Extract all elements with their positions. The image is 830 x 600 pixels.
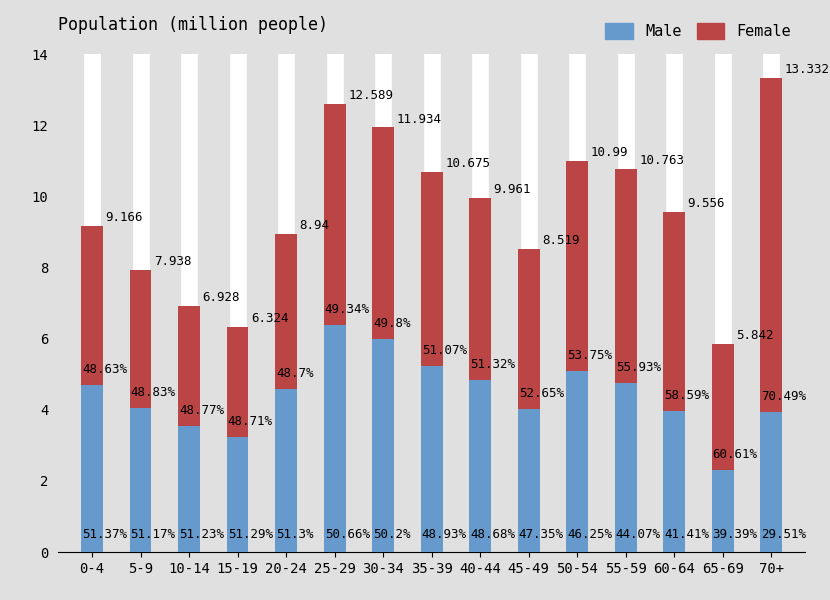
Text: 51.07%: 51.07% — [422, 344, 466, 358]
Text: 53.75%: 53.75% — [567, 349, 613, 362]
Bar — [566, 371, 588, 552]
Text: 51.3%: 51.3% — [276, 529, 314, 541]
Bar — [372, 127, 394, 339]
Bar — [276, 234, 297, 389]
Text: 11.934: 11.934 — [397, 113, 442, 126]
Bar — [712, 344, 734, 470]
Text: 48.71%: 48.71% — [227, 415, 272, 428]
Bar — [129, 407, 152, 552]
Text: 51.23%: 51.23% — [179, 529, 224, 541]
Bar — [518, 249, 540, 409]
Text: 6.928: 6.928 — [203, 291, 240, 304]
Text: 49.34%: 49.34% — [325, 303, 369, 316]
Text: 48.63%: 48.63% — [82, 362, 127, 376]
Text: 9.166: 9.166 — [105, 211, 143, 224]
Text: 9.961: 9.961 — [494, 183, 531, 196]
Bar — [566, 161, 588, 371]
Text: 51.37%: 51.37% — [82, 529, 127, 541]
Text: 58.59%: 58.59% — [664, 389, 709, 403]
Bar — [518, 409, 540, 552]
Bar — [663, 212, 685, 411]
Text: 70.49%: 70.49% — [761, 390, 806, 403]
Bar — [372, 339, 394, 552]
Text: 50.66%: 50.66% — [325, 529, 369, 541]
Bar — [469, 197, 491, 380]
Bar — [324, 104, 345, 325]
Bar — [276, 389, 297, 552]
Bar — [227, 437, 248, 552]
Text: 51.17%: 51.17% — [130, 529, 176, 541]
Bar — [663, 411, 685, 552]
Bar — [760, 78, 782, 412]
Text: Population (million people): Population (million people) — [58, 16, 328, 34]
Text: 46.25%: 46.25% — [567, 529, 613, 541]
Bar — [469, 380, 491, 552]
Bar — [129, 269, 152, 407]
Text: 29.51%: 29.51% — [761, 529, 806, 541]
Text: 39.39%: 39.39% — [713, 529, 758, 541]
Text: 52.65%: 52.65% — [519, 386, 564, 400]
Bar — [81, 226, 103, 385]
Text: 8.519: 8.519 — [542, 234, 579, 247]
Text: 51.29%: 51.29% — [227, 529, 272, 541]
Bar — [615, 169, 637, 383]
Text: 48.7%: 48.7% — [276, 367, 314, 380]
Text: 47.35%: 47.35% — [519, 529, 564, 541]
Text: 13.332: 13.332 — [784, 63, 830, 76]
Text: 48.68%: 48.68% — [470, 529, 515, 541]
Text: 48.83%: 48.83% — [130, 386, 176, 398]
Text: 48.77%: 48.77% — [179, 404, 224, 417]
Text: 5.842: 5.842 — [736, 329, 774, 343]
Text: 48.93%: 48.93% — [422, 529, 466, 541]
Bar — [760, 412, 782, 552]
Bar — [421, 366, 442, 552]
Text: 8.94: 8.94 — [300, 219, 330, 232]
Text: 10.675: 10.675 — [445, 157, 491, 170]
Bar — [324, 325, 345, 552]
Text: 60.61%: 60.61% — [713, 448, 758, 461]
Bar — [81, 385, 103, 552]
Bar — [178, 305, 200, 426]
Text: 51.32%: 51.32% — [470, 358, 515, 371]
Text: 49.8%: 49.8% — [374, 317, 411, 330]
Bar — [712, 470, 734, 552]
Bar — [615, 383, 637, 552]
Text: 12.589: 12.589 — [348, 89, 393, 103]
Bar — [227, 327, 248, 437]
Text: 10.99: 10.99 — [591, 146, 628, 159]
Text: 6.324: 6.324 — [251, 312, 289, 325]
Text: 10.763: 10.763 — [639, 154, 684, 167]
Text: 41.41%: 41.41% — [664, 529, 709, 541]
Text: 50.2%: 50.2% — [374, 529, 411, 541]
Text: 9.556: 9.556 — [688, 197, 725, 211]
Bar — [421, 172, 442, 366]
Legend: Male, Female: Male, Female — [599, 17, 798, 45]
Bar — [178, 426, 200, 552]
Text: 44.07%: 44.07% — [616, 529, 661, 541]
Text: 55.93%: 55.93% — [616, 361, 661, 374]
Text: 7.938: 7.938 — [154, 255, 192, 268]
